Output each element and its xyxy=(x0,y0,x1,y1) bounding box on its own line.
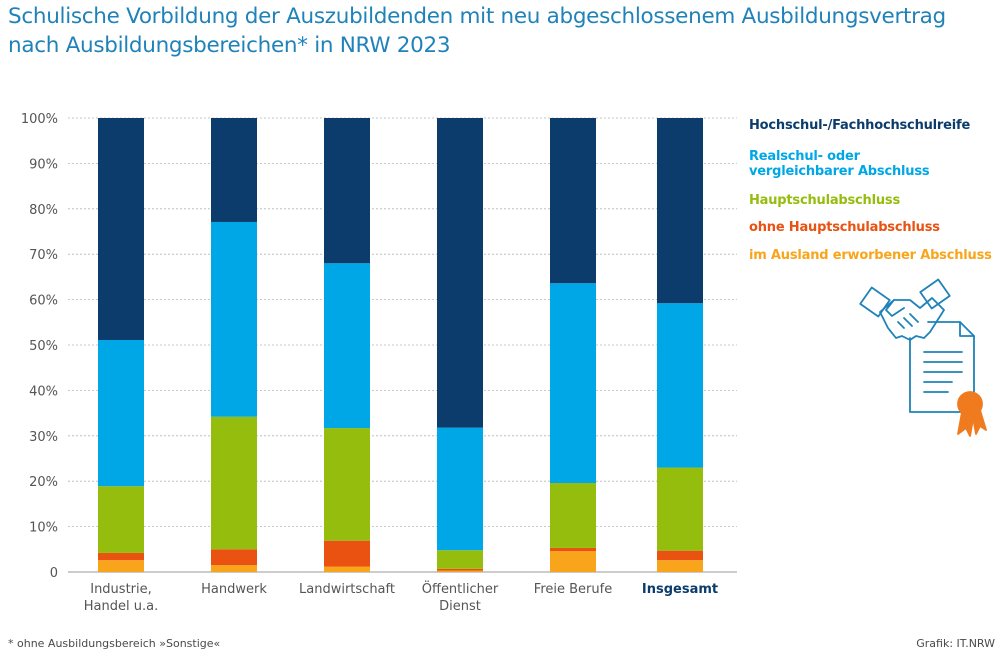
bar-segment xyxy=(657,550,703,561)
y-tick-label: 40% xyxy=(29,384,58,399)
chart-title-line-2: nach Ausbildungsbereichen* in NRW 2023 xyxy=(8,33,451,58)
x-tick-label-line: Insgesamt xyxy=(642,582,718,597)
legend-item-label: ohne Hauptschulabschluss xyxy=(749,220,940,235)
source-credit: Grafik: IT.NRW xyxy=(916,637,995,650)
bar-segment xyxy=(657,467,703,551)
bar-segment xyxy=(324,566,370,572)
bar-segment xyxy=(550,483,596,548)
y-tick-label: 30% xyxy=(29,430,58,445)
bar-segment xyxy=(211,416,257,550)
y-tick-label: 10% xyxy=(29,521,58,536)
bar-segment xyxy=(324,428,370,541)
bar-segment xyxy=(550,551,596,572)
y-tick-label: 90% xyxy=(29,157,58,172)
bar-segment xyxy=(437,427,483,551)
x-tick-label-line: Dienst xyxy=(439,599,481,614)
x-axis: Industrie, Handel u.a. Handwerk Landwirtsch… xyxy=(84,580,718,614)
bar-segment xyxy=(657,303,703,468)
legend-item: im Ausland erworbener Abschluss xyxy=(749,248,992,263)
x-tick-label-line: Landwirtschaft xyxy=(299,582,395,597)
x-tick-label: Industrie, Handel u.a. xyxy=(84,582,158,614)
x-tick-label-line: Öffentlicher xyxy=(422,580,499,597)
x-tick-label-line: Industrie, xyxy=(90,582,152,597)
legend-item: Hochschul-/Fachhochschulreife xyxy=(749,118,970,133)
bar-segment xyxy=(211,221,257,417)
bar-segment xyxy=(437,550,483,569)
bar-segment xyxy=(657,118,703,304)
legend-item: Hauptschulabschluss xyxy=(749,193,900,208)
gridlines xyxy=(68,117,737,573)
bar-segment xyxy=(98,486,144,553)
y-tick-label: 60% xyxy=(29,294,58,309)
y-tick-label: 0 xyxy=(50,566,58,581)
bar-segment xyxy=(211,565,257,572)
x-tick-label: Öffentlicher Dienst xyxy=(422,580,499,614)
x-tick-label-line: Handwerk xyxy=(201,582,267,597)
bar-segment xyxy=(324,118,370,264)
bar-segment xyxy=(657,560,703,572)
bar-segment xyxy=(211,118,257,222)
y-tick-label: 80% xyxy=(29,203,58,218)
y-tick-label: 70% xyxy=(29,248,58,263)
bar-segment xyxy=(98,340,144,487)
x-tick-label: Handwerk xyxy=(201,582,267,597)
x-tick-label-line: Handel u.a. xyxy=(84,599,158,614)
handshake-certificate-icon xyxy=(859,278,987,437)
legend-item-label: im Ausland erworbener Abschluss xyxy=(749,248,992,263)
y-tick-label: 50% xyxy=(29,339,58,354)
legend-item-label: vergleichbarer Abschluss xyxy=(749,164,930,179)
legend-item-label: Realschul- oder xyxy=(749,149,860,164)
legend-item-label: Hauptschulabschluss xyxy=(749,193,901,208)
legend-item-label: Hochschul-/Fachhochschulreife xyxy=(749,118,971,133)
legend-item: ohne Hauptschulabschluss xyxy=(749,220,940,235)
stacked-bar-chart: 0 10% 20% 30% 40% 50% 60% 70% 80% 90% 100% Industr… xyxy=(21,112,737,614)
bar-segment xyxy=(550,547,596,552)
bar-segment xyxy=(437,568,483,571)
x-tick-label: Freie Berufe xyxy=(534,582,612,597)
x-tick-label: Insgesamt xyxy=(642,582,718,597)
x-tick-label-line: Freie Berufe xyxy=(534,582,612,597)
chart-title: Schulische Vorbildung der Auszubildenden… xyxy=(8,2,993,60)
y-axis: 0 10% 20% 30% 40% 50% 60% 70% 80% 90% 100% xyxy=(21,112,58,581)
bar-segment xyxy=(98,118,144,341)
bar-segment xyxy=(324,263,370,429)
bar-segment xyxy=(324,540,370,567)
bars xyxy=(98,118,703,572)
bar-segment xyxy=(98,552,144,561)
legend-item: Realschul- oder vergleichbarer Abschluss xyxy=(749,149,930,179)
bar-segment xyxy=(437,570,483,572)
x-tick-label: Landwirtschaft xyxy=(299,582,395,597)
y-tick-label: 20% xyxy=(29,475,58,490)
y-tick-label: 100% xyxy=(21,112,58,127)
bar-segment xyxy=(437,118,483,428)
bar-segment xyxy=(98,560,144,572)
footnote: * ohne Ausbildungsbereich »Sonstige« xyxy=(8,637,221,650)
chart-title-line-1: Schulische Vorbildung der Auszubildenden… xyxy=(8,4,946,29)
bar-segment xyxy=(550,283,596,484)
bar-segment xyxy=(550,118,596,284)
bar-segment xyxy=(211,549,257,566)
